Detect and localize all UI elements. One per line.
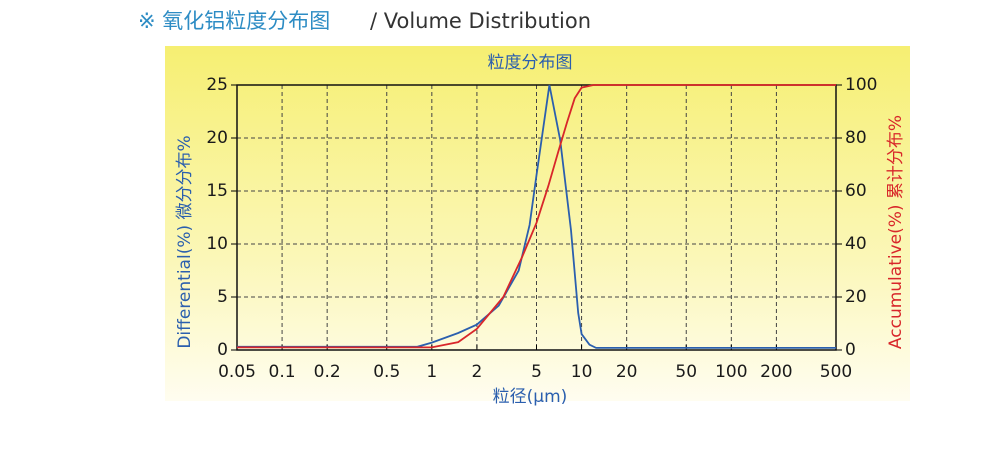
data-line <box>237 84 836 349</box>
x-tick-label: 0.5 <box>373 362 400 382</box>
y2-tick-label: 80 <box>845 128 867 148</box>
x-tick-label: 0.2 <box>314 362 341 382</box>
y-tick-label: 0 <box>217 340 228 360</box>
x-tick-label: 0.1 <box>269 362 296 382</box>
x-tick-label: 10 <box>571 362 593 382</box>
y2-tick-label: 100 <box>845 75 877 95</box>
header-title: ※ 氧化铝粒度分布图 <box>138 9 330 33</box>
header-subtitle: / Volume Distribution <box>370 9 591 33</box>
y2-tick-label: 60 <box>845 181 867 201</box>
x-tick-label: 2 <box>471 362 482 382</box>
x-tick-label: 0.05 <box>218 362 256 382</box>
x-axis-label: 粒径(μm) <box>493 387 568 407</box>
x-tick-label: 100 <box>715 362 747 382</box>
y2-tick-label: 40 <box>845 234 867 254</box>
x-tick-label: 20 <box>616 362 638 382</box>
y-tick-label: 15 <box>206 181 228 201</box>
x-tick-label: 1 <box>426 362 437 382</box>
y2-axis-label: Accumulative(%) 累计分布% <box>886 115 906 349</box>
chart-title: 粒度分布图 <box>488 53 573 73</box>
panel <box>165 46 910 401</box>
y-axis-label: Differential(%) 微分分布% <box>175 135 195 348</box>
x-tick-label: 200 <box>760 362 792 382</box>
y2-tick-label: 0 <box>845 340 856 360</box>
y-tick-label: 5 <box>217 287 228 307</box>
x-tick-label: 50 <box>675 362 697 382</box>
y2-tick-label: 20 <box>845 287 867 307</box>
plot-frame <box>236 84 837 351</box>
y-tick-label: 25 <box>206 75 228 95</box>
y-tick-label: 10 <box>206 234 228 254</box>
x-tick-label: 5 <box>531 362 542 382</box>
data-line <box>237 84 836 349</box>
x-tick-label: 500 <box>820 362 852 382</box>
y-tick-label: 20 <box>206 128 228 148</box>
